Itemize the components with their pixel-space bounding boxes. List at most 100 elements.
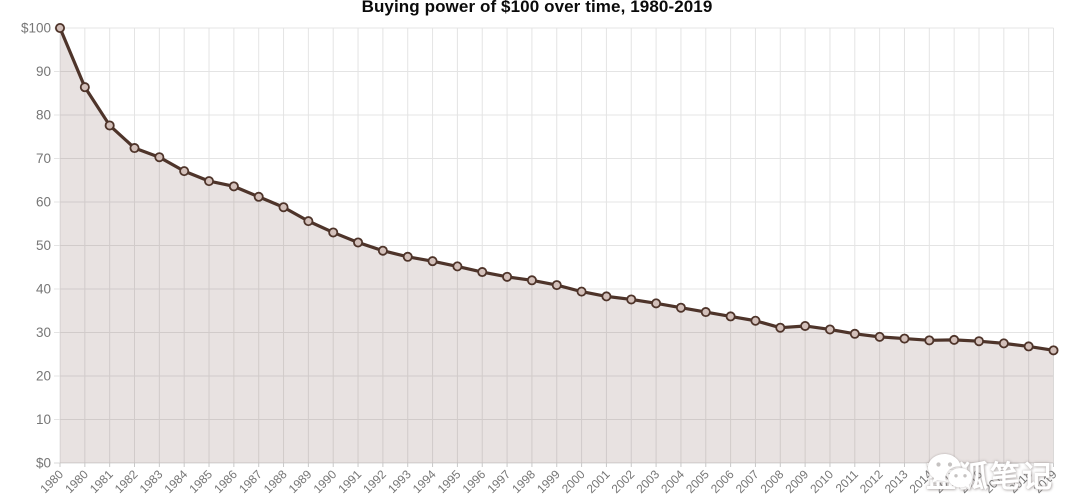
x-axis-label: 1984	[162, 467, 191, 494]
data-point	[1048, 345, 1059, 356]
data-point	[675, 302, 686, 313]
data-point	[129, 143, 140, 154]
data-point	[998, 338, 1009, 349]
data-point	[402, 251, 413, 262]
data-point	[377, 245, 388, 256]
x-axis-label: 1998	[509, 467, 538, 494]
x-axis-label: 2013	[882, 467, 911, 494]
x-axis-label: 2016	[956, 467, 985, 494]
y-axis-label: 20	[36, 369, 51, 384]
x-axis-label: 1990	[311, 467, 340, 494]
data-point	[973, 336, 984, 347]
x-axis-label: 1999	[534, 467, 563, 494]
x-axis-label: 1992	[360, 467, 389, 494]
data-point	[104, 120, 115, 131]
data-point	[179, 166, 190, 177]
data-point	[700, 307, 711, 318]
y-axis-label: 70	[36, 151, 51, 166]
data-point	[55, 22, 66, 33]
y-axis-label: 60	[36, 195, 51, 210]
data-point	[278, 202, 289, 213]
chart-title: Buying power of $100 over time, 1980-201…	[361, 0, 713, 16]
x-axis-label: 1982	[112, 467, 141, 494]
data-point	[154, 152, 165, 163]
data-points	[55, 22, 1059, 356]
data-point	[452, 261, 463, 272]
y-axis-label: 80	[36, 108, 51, 123]
data-point	[874, 331, 885, 342]
x-axis-labels: 1980198019811982198319841985198619871988…	[37, 467, 1060, 494]
data-point	[551, 280, 562, 291]
data-point	[328, 227, 339, 238]
x-axis-label: 2005	[683, 467, 712, 494]
y-axis-label: 30	[36, 325, 51, 340]
area-fill	[60, 28, 1054, 463]
data-point	[253, 191, 264, 202]
x-axis-label: 2004	[658, 467, 687, 494]
data-point	[228, 181, 239, 192]
x-axis-label: 2018	[1006, 467, 1035, 494]
x-axis-label: 2011	[833, 467, 861, 494]
x-axis-label: 2003	[633, 467, 662, 494]
data-point	[601, 291, 612, 302]
y-axis-label: $0	[36, 456, 51, 471]
y-axis-label: 50	[36, 238, 51, 253]
x-axis-label: 1989	[286, 467, 315, 494]
x-axis-label: 2002	[609, 467, 638, 494]
x-axis-label: 1991	[335, 467, 364, 494]
x-axis-label: 1986	[211, 467, 240, 494]
x-axis-label: 2010	[807, 467, 836, 494]
data-point	[576, 286, 587, 297]
data-point	[303, 216, 314, 227]
data-point	[353, 237, 364, 248]
data-point	[651, 298, 662, 309]
x-axis-label: 2007	[733, 467, 762, 494]
x-axis-label: 2019	[1031, 467, 1060, 494]
data-point	[924, 335, 935, 346]
data-point	[800, 320, 811, 331]
x-axis-label: 1980	[62, 467, 91, 494]
data-point	[824, 324, 835, 335]
data-point	[502, 271, 513, 282]
x-axis-label: 1996	[460, 467, 489, 494]
y-axis-labels: $100 90 80 70 60 50 40 30 20 10 $0	[21, 21, 51, 471]
data-point	[204, 176, 215, 187]
x-axis-label: 1997	[484, 467, 513, 494]
y-axis-label: $100	[21, 21, 51, 36]
x-axis-ticks	[59, 463, 1054, 467]
x-axis-label: 1983	[137, 467, 166, 494]
x-axis-label: 1995	[435, 467, 464, 494]
data-point	[849, 328, 860, 339]
data-point	[79, 82, 90, 93]
data-point	[1023, 341, 1034, 352]
x-axis-label: 1981	[87, 467, 116, 494]
data-point	[477, 267, 488, 278]
x-axis-label: 2017	[981, 467, 1010, 494]
x-axis-label: 1987	[236, 467, 265, 494]
x-axis-label: 1985	[186, 467, 215, 494]
x-axis-label: 2012	[857, 467, 886, 494]
data-point	[725, 311, 736, 322]
data-point	[949, 334, 960, 345]
y-axis-label: 10	[36, 412, 51, 427]
x-axis-label: 1980	[37, 467, 66, 494]
data-point	[626, 294, 637, 305]
x-axis-label: 2014	[907, 467, 936, 494]
data-point	[899, 333, 910, 344]
data-point	[526, 275, 537, 286]
data-point	[427, 256, 438, 267]
y-axis-label: 90	[36, 64, 51, 79]
x-axis-label: 2001	[584, 467, 613, 494]
x-axis-label: 2008	[758, 467, 787, 494]
x-axis-label: 2009	[782, 467, 811, 494]
x-axis-label: 1993	[385, 467, 414, 494]
x-axis-label: 2000	[559, 467, 588, 494]
data-point	[775, 322, 786, 333]
x-axis-label: 2015	[931, 467, 960, 494]
x-axis-label: 1994	[410, 467, 439, 494]
y-axis-label: 40	[36, 282, 51, 297]
data-point	[750, 315, 761, 326]
x-axis-label: 1988	[261, 467, 290, 494]
